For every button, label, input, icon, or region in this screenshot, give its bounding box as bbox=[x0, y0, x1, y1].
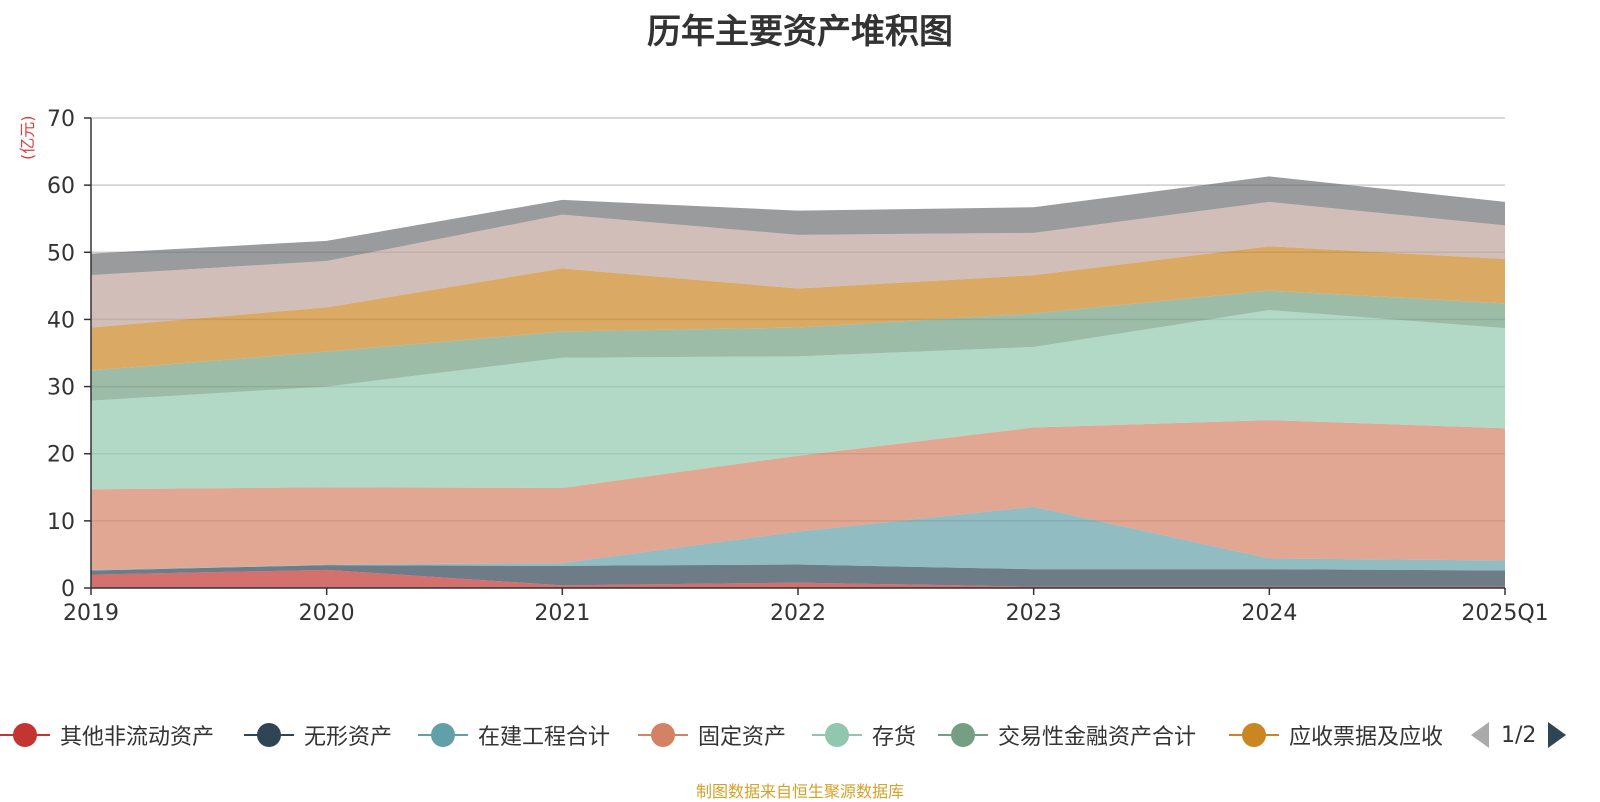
area-series-1[interactable] bbox=[91, 569, 1505, 588]
legend-item-4[interactable]: 固定资产 bbox=[638, 718, 786, 752]
area-series-5[interactable] bbox=[91, 310, 1505, 490]
legend-item-7[interactable]: 应收票据及应收 bbox=[1229, 718, 1443, 752]
area-series-4[interactable] bbox=[91, 420, 1505, 570]
axis-layer: 0 10 20 30 40 50 60 70 2019 2020 2021 2022 2023 2024 2… bbox=[47, 107, 1549, 626]
area-series-6[interactable] bbox=[91, 290, 1505, 401]
legend-label: 固定资产 bbox=[698, 725, 787, 750]
legend-marker-icon bbox=[1229, 718, 1279, 752]
legend-label: 交易性金融资产合计 bbox=[998, 725, 1197, 750]
legend-pager: 1/2 bbox=[1471, 718, 1567, 752]
x-tick-label: 2021 bbox=[534, 601, 590, 626]
y-tick-label: 70 bbox=[47, 107, 75, 132]
area-layer bbox=[91, 176, 1505, 588]
legend-marker-icon bbox=[0, 718, 50, 752]
legend-label: 其他非流动资产 bbox=[60, 725, 215, 750]
y-tick-label: 0 bbox=[61, 577, 75, 602]
legend-label: 在建工程合计 bbox=[478, 725, 611, 750]
x-tick-label: 2019 bbox=[63, 601, 119, 626]
legend-label: 无形资产 bbox=[304, 725, 393, 750]
legend-next-page-icon[interactable] bbox=[1548, 722, 1567, 748]
y-tick-label: 40 bbox=[47, 308, 75, 333]
area-series-9[interactable] bbox=[91, 176, 1505, 276]
x-tick-label: 2024 bbox=[1241, 601, 1297, 626]
legend-marker-icon bbox=[418, 718, 468, 752]
chart-title: 历年主要资产堆积图 bbox=[647, 12, 953, 52]
area-series-2[interactable] bbox=[91, 564, 1505, 587]
area-series-8[interactable] bbox=[91, 201, 1505, 328]
y-tick-label: 20 bbox=[47, 443, 75, 468]
legend-item-2[interactable]: 无形资产 bbox=[244, 718, 392, 752]
legend-marker-icon bbox=[812, 718, 862, 752]
legend-marker-icon bbox=[938, 718, 988, 752]
x-tick-label: 2022 bbox=[770, 601, 826, 626]
legend-label: 存货 bbox=[872, 725, 917, 750]
y-tick-label: 60 bbox=[47, 174, 75, 199]
legend-marker-icon bbox=[638, 718, 688, 752]
area-series-3[interactable] bbox=[91, 506, 1505, 571]
legend-prev-page-icon[interactable] bbox=[1471, 722, 1489, 748]
legend-item-5[interactable]: 存货 bbox=[812, 718, 916, 752]
y-tick-label: 50 bbox=[47, 241, 75, 266]
legend-item-3[interactable]: 在建工程合计 bbox=[418, 718, 610, 752]
area-series-7[interactable] bbox=[91, 246, 1505, 371]
y-tick-label: 10 bbox=[47, 510, 75, 535]
source-note: 制图数据来自恒生聚源数据库 bbox=[695, 782, 904, 801]
x-tick-label: 2020 bbox=[299, 601, 355, 626]
legend: 其他非流动资产 无形资产 在建工程合计 固定资产 存货 交易性金融资产合计 应收票据及应收 bbox=[0, 718, 1600, 752]
legend-item-1[interactable]: 其他非流动资产 bbox=[0, 718, 214, 752]
legend-page-indicator: 1/2 bbox=[1501, 722, 1537, 748]
legend-label: 应收票据及应收 bbox=[1289, 725, 1444, 750]
legend-marker-icon bbox=[244, 718, 294, 752]
legend-item-6[interactable]: 交易性金融资产合计 bbox=[938, 718, 1196, 752]
y-tick-label: 30 bbox=[47, 376, 75, 401]
x-tick-label: 2025Q1 bbox=[1461, 601, 1548, 626]
x-tick-label: 2023 bbox=[1006, 601, 1062, 626]
